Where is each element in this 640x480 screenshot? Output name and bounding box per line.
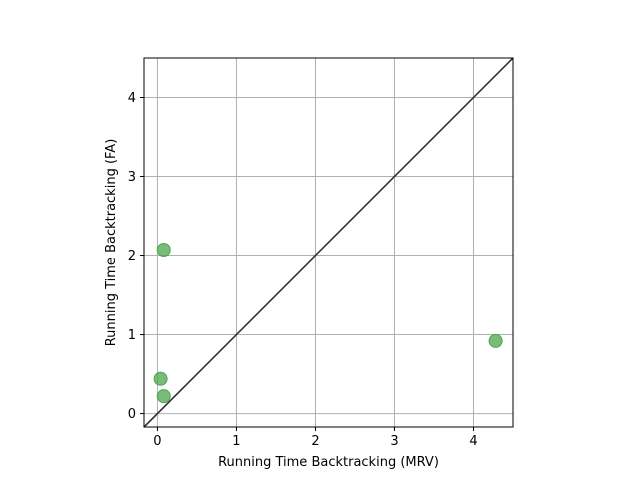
x-axis-ticks: 0 1 2 3 4 — [153, 427, 478, 449]
y-axis-ticks: 0 1 2 3 4 — [128, 91, 144, 422]
y-tick-label: 4 — [128, 91, 136, 106]
x-tick-label: 1 — [232, 434, 240, 449]
data-point — [488, 333, 503, 348]
y-tick-label: 1 — [128, 328, 136, 343]
reference-line-group — [143, 57, 514, 428]
y-tick-label: 2 — [128, 249, 136, 264]
data-point — [156, 389, 171, 404]
y-tick-label: 0 — [128, 407, 136, 422]
x-tick-label: 2 — [311, 434, 319, 449]
x-tick-label: 0 — [153, 434, 161, 449]
grid-lines — [144, 58, 513, 427]
x-tick-label: 4 — [469, 434, 477, 449]
data-point — [156, 243, 171, 258]
plot-frame — [143, 57, 514, 428]
reference-line — [143, 57, 514, 428]
y-axis-label: Running Time Backtracking (FA) — [104, 139, 119, 347]
y-tick-label: 3 — [128, 170, 136, 185]
x-axis-label: Running Time Backtracking (MRV) — [218, 455, 439, 470]
data-point — [153, 371, 168, 386]
x-tick-label: 3 — [390, 434, 398, 449]
data-points — [153, 243, 503, 404]
